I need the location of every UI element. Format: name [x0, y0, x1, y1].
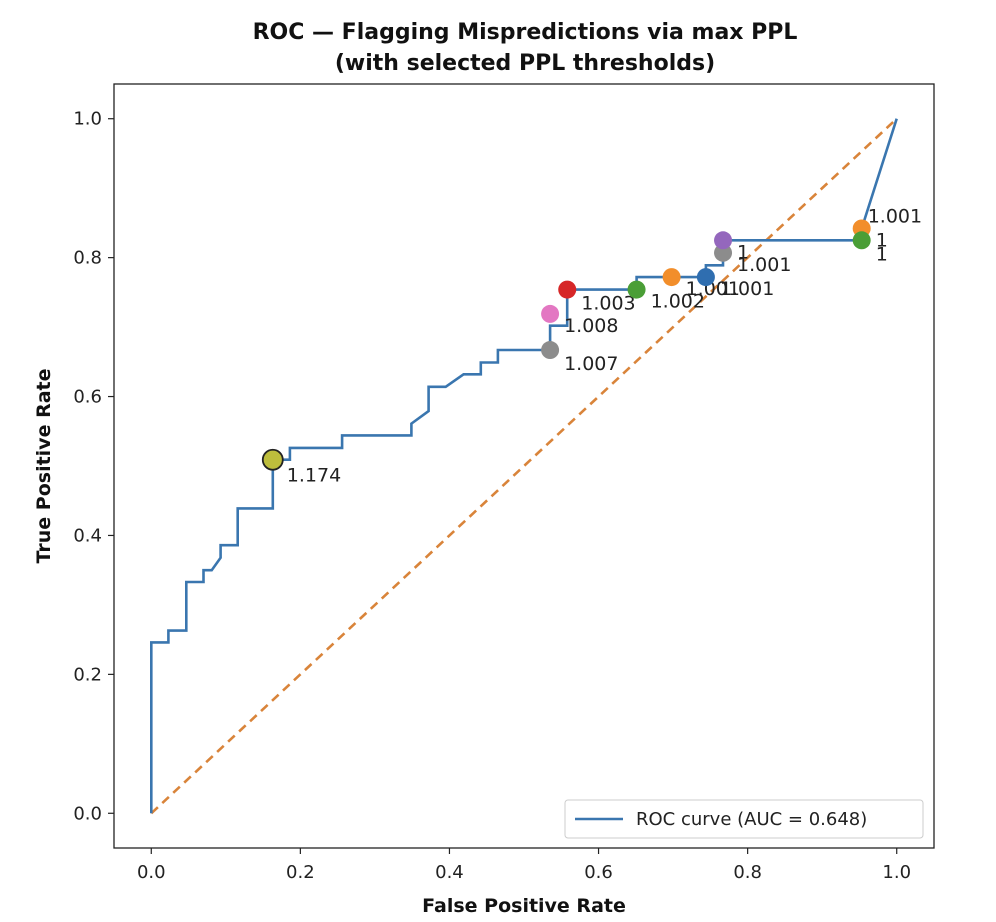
x-tick-label: 0.2 — [286, 862, 315, 883]
threshold-label: 1.007 — [564, 353, 618, 375]
threshold-label: 1.003 — [581, 293, 635, 315]
threshold-label: 1 — [876, 229, 888, 251]
y-axis-ticks: 0.0 0.2 0.4 0.6 0.8 1.0 — [73, 109, 114, 824]
x-axis-ticks: 0.0 0.2 0.4 0.6 0.8 1.0 — [137, 848, 911, 883]
x-tick-label: 0.8 — [733, 862, 762, 883]
threshold-label: 1.001 — [686, 278, 740, 300]
y-tick-label: 0.8 — [73, 248, 102, 269]
plot-lines — [150, 117, 898, 815]
chart-subtitle: (with selected PPL thresholds) — [335, 51, 715, 76]
y-tick-label: 1.0 — [73, 109, 102, 130]
threshold-marker — [541, 304, 560, 323]
y-tick-label: 0.6 — [73, 387, 102, 408]
threshold-marker — [261, 448, 284, 471]
threshold-label: 1.008 — [564, 315, 618, 337]
threshold-marker — [714, 231, 733, 250]
x-tick-label: 0.4 — [435, 862, 464, 883]
threshold-label: 1.001 — [737, 254, 791, 276]
threshold-label: 1.001 — [720, 278, 774, 300]
legend-entry-roc: ROC curve (AUC = 0.648) — [636, 809, 867, 830]
threshold-marker — [714, 243, 733, 262]
threshold-label: 1.002 — [651, 291, 705, 313]
x-tick-label: 0.0 — [137, 862, 166, 883]
roc-curve-line — [150, 118, 898, 814]
legend-box — [564, 799, 924, 839]
x-tick-label: 1.0 — [882, 862, 911, 883]
x-axis-label: False Positive Rate — [422, 895, 626, 917]
threshold-marker — [662, 268, 681, 287]
y-tick-label: 0.0 — [73, 803, 102, 824]
legend: ROC curve (AUC = 0.648) — [564, 799, 924, 839]
threshold-marker — [541, 341, 560, 360]
y-tick-label: 0.2 — [73, 664, 102, 685]
chart-title: ROC — Flagging Mispredictions via max PP… — [253, 20, 798, 45]
threshold-label: 1.174 — [287, 465, 341, 487]
y-tick-label: 0.4 — [73, 525, 102, 546]
threshold-marker — [696, 268, 715, 287]
y-axis-label: True Positive Rate — [33, 369, 55, 564]
threshold-label: 1 — [737, 241, 749, 263]
threshold-label: 1 — [876, 243, 888, 265]
x-tick-label: 0.6 — [584, 862, 613, 883]
threshold-marker — [852, 231, 871, 250]
threshold-marker — [558, 280, 577, 299]
chance-diagonal-line — [150, 117, 898, 815]
threshold-marker — [627, 280, 646, 299]
threshold-label: 1.001 — [868, 205, 922, 227]
